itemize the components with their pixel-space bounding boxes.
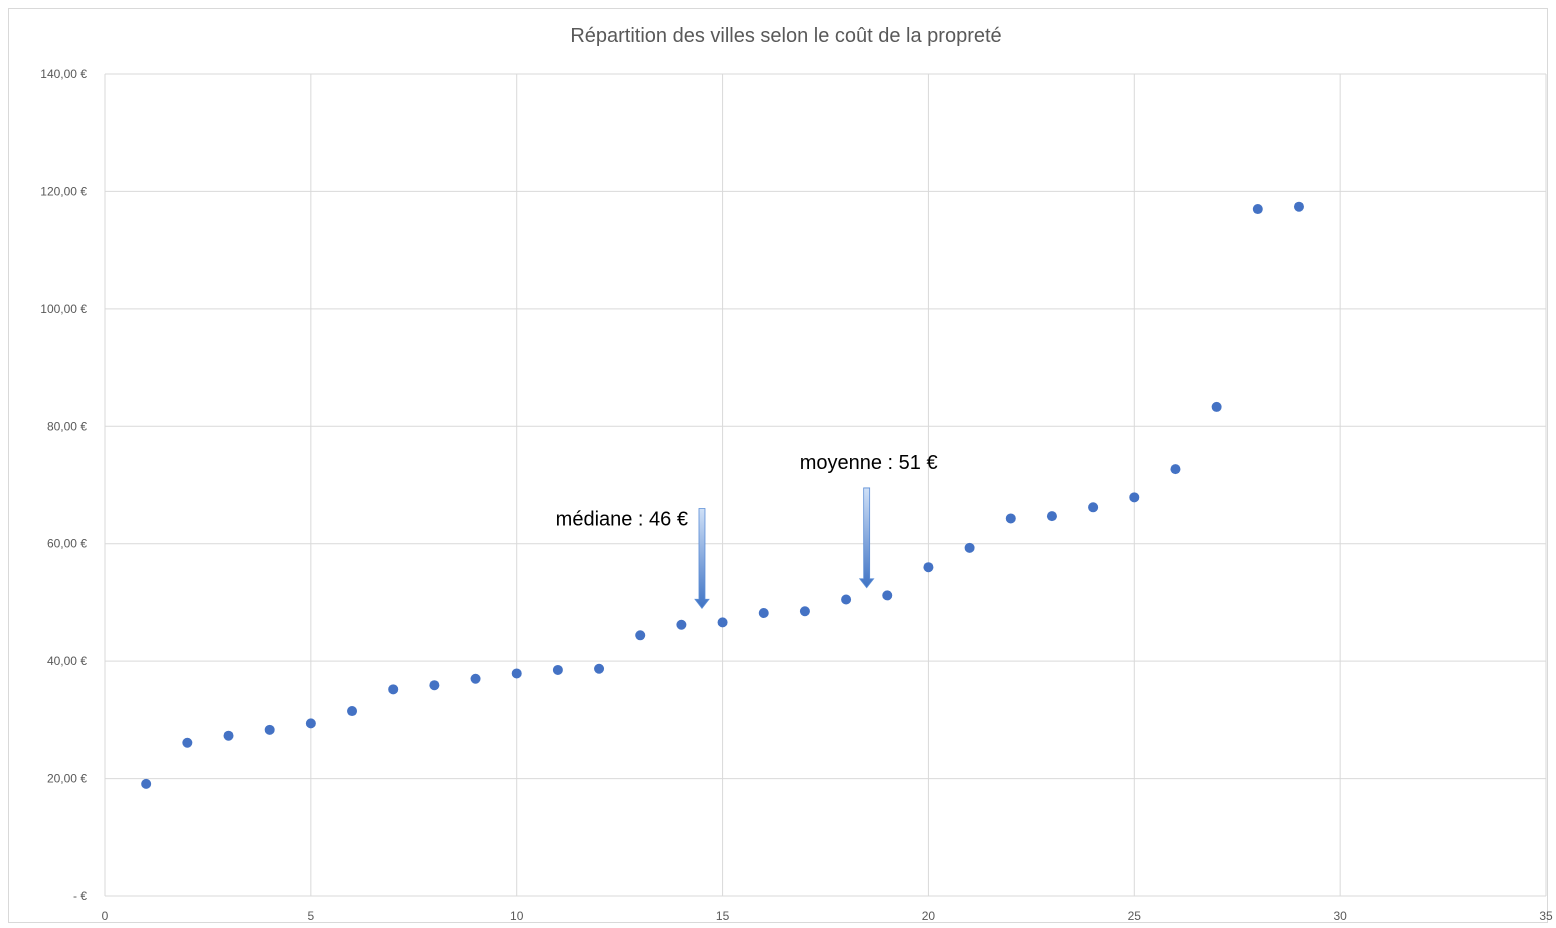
chart-frame (8, 8, 1548, 923)
annotation-label: moyenne : 51 € (800, 452, 938, 474)
annotation-label: médiane : 46 € (556, 508, 688, 530)
data-point (1088, 502, 1099, 513)
data-point (1211, 401, 1222, 412)
x-tick-label: 15 (716, 909, 730, 923)
x-tick-label: 35 (1539, 909, 1553, 923)
data-point (676, 619, 687, 630)
data-point (1046, 511, 1057, 522)
data-point (141, 778, 152, 789)
x-tick-label: 0 (102, 909, 109, 923)
tick-labels: - € 20,00 € 40,00 € 60,00 € 80,00 € 100,00 € 1… (40, 67, 1553, 923)
y-tick-label: 60,00 € (47, 537, 87, 551)
x-tick-label: 30 (1333, 909, 1347, 923)
data-point (347, 706, 358, 717)
annotations: médiane : 46 € moyenne : 51 € (556, 452, 938, 609)
data-point (470, 673, 481, 684)
data-point (552, 664, 563, 675)
data-point (429, 680, 440, 691)
x-tick-label: 20 (922, 909, 936, 923)
y-tick-label: - € (73, 889, 87, 903)
annotation-arrow (858, 487, 875, 589)
data-point (1293, 201, 1304, 212)
data-point (182, 737, 193, 748)
y-tick-label: 120,00 € (40, 184, 87, 198)
data-point (594, 663, 605, 674)
y-tick-label: 80,00 € (47, 419, 87, 433)
y-tick-label: 100,00 € (40, 302, 87, 316)
y-tick-label: 20,00 € (47, 772, 87, 786)
data-point (758, 607, 769, 618)
data-point (388, 684, 399, 695)
data-point (223, 730, 234, 741)
data-point (882, 590, 893, 601)
data-point (1170, 464, 1181, 475)
data-point (305, 718, 316, 729)
data-point (1129, 492, 1140, 503)
data-point (635, 630, 646, 641)
x-tick-label: 25 (1128, 909, 1142, 923)
data-point (1005, 513, 1016, 524)
data-point (717, 617, 728, 628)
annotation-arrow (694, 508, 710, 609)
x-tick-label: 5 (308, 909, 315, 923)
x-tick-label: 10 (510, 909, 524, 923)
y-tick-label: 140,00 € (40, 67, 87, 81)
gridlines (104, 73, 1547, 897)
data-point (964, 542, 975, 553)
chart-title: Répartition des villes selon le coût de … (570, 25, 1001, 47)
data-point (841, 594, 852, 605)
data-point (264, 724, 275, 735)
data-point (923, 562, 934, 573)
data-point (511, 668, 522, 679)
y-tick-label: 40,00 € (47, 654, 87, 668)
data-points (141, 201, 1304, 789)
data-point (799, 606, 810, 617)
data-point (1252, 204, 1263, 215)
